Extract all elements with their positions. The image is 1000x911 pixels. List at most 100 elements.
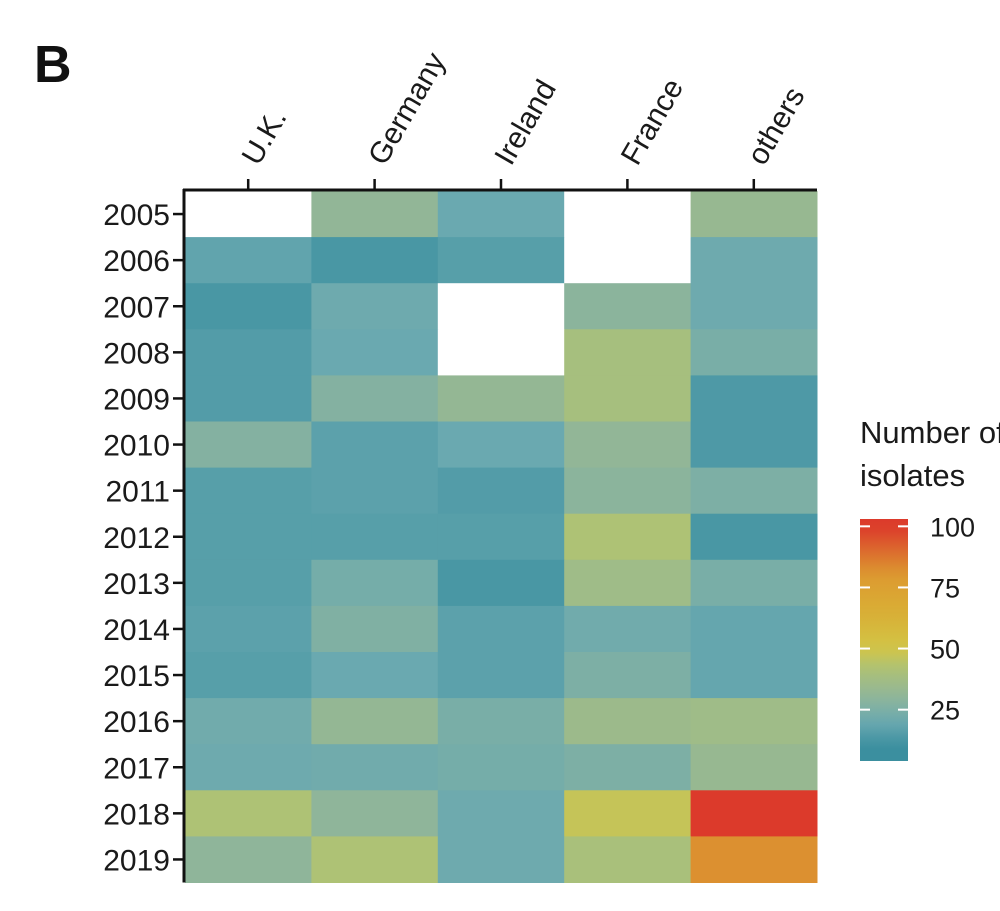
- heatmap-cell-2011-germany: [311, 467, 439, 515]
- y-tick-label: 2008: [103, 337, 170, 370]
- heatmap-cells: [185, 191, 818, 883]
- x-tick-label: others: [741, 82, 811, 171]
- y-tick-label: 2016: [103, 706, 170, 739]
- x-tick-label: Germany: [362, 47, 452, 170]
- heatmap-cell-2011-france: [564, 467, 692, 515]
- x-tick-label: U.K.: [236, 103, 294, 170]
- heatmap-cell-2016-ireland: [437, 698, 565, 745]
- heatmap-cell-2008-germany: [311, 329, 439, 376]
- heatmap-cell-2005-others: [690, 191, 818, 238]
- heatmap-cell-2010-ireland: [437, 421, 565, 469]
- heatmap-cell-2014-germany: [311, 605, 439, 653]
- heatmap-cell-2006-uk: [185, 237, 312, 284]
- heatmap-cell-2015-uk: [185, 652, 312, 699]
- x-tick-label: Ireland: [488, 75, 562, 171]
- y-tick-label: 2015: [103, 660, 170, 693]
- y-tick-label: 2006: [103, 245, 170, 278]
- heatmap-cell-2006-others: [690, 237, 818, 284]
- heatmap-cell-2017-ireland: [437, 744, 565, 791]
- heatmap-cell-2010-uk: [185, 421, 312, 469]
- heatmap-cell-2014-uk: [185, 605, 312, 653]
- y-tick-label: 2005: [103, 199, 170, 232]
- heatmap-cell-2013-france: [564, 559, 692, 607]
- heatmap-cell-2006-germany: [311, 237, 439, 284]
- heatmap-cell-2015-others: [690, 652, 818, 699]
- y-tick-label: 2007: [103, 291, 170, 324]
- y-tick-label: 2019: [103, 844, 170, 877]
- heatmap-cell-2009-others: [690, 375, 818, 422]
- heatmap-cell-2008-uk: [185, 329, 312, 376]
- heatmap-cell-2011-others: [690, 467, 818, 515]
- y-tick-label: 2018: [103, 798, 170, 831]
- heatmap-cell-2016-germany: [311, 698, 439, 745]
- y-tick-label: 2011: [105, 476, 170, 509]
- heatmap-cell-2008-others: [690, 329, 818, 376]
- heatmap-cell-2016-france: [564, 698, 692, 745]
- heatmap-cell-2015-germany: [311, 652, 439, 699]
- color-legend: Number of isolates 25 50 75 100: [860, 415, 1000, 761]
- heatmap-cell-2014-ireland: [437, 605, 565, 653]
- panel-label: B: [34, 36, 72, 94]
- y-tick-label: 2014: [103, 614, 170, 647]
- heatmap-cell-2008-france: [564, 329, 692, 376]
- heatmap-cell-2012-ireland: [437, 513, 565, 561]
- heatmap-cell-2007-germany: [311, 283, 439, 330]
- heatmap-cell-2013-uk: [185, 559, 312, 607]
- heatmap-cell-2011-ireland: [437, 467, 565, 515]
- heatmap-cell-2009-ireland: [437, 375, 565, 422]
- heatmap-cell-2005-france: [564, 191, 692, 238]
- heatmap-cell-2008-ireland: [437, 329, 565, 376]
- legend-tick-label: 75: [930, 573, 960, 603]
- heatmap-cell-2010-germany: [311, 421, 439, 469]
- heatmap-cell-2012-germany: [311, 513, 439, 561]
- heatmap-cell-2019-germany: [311, 836, 439, 883]
- heatmap-cell-2007-others: [690, 283, 818, 330]
- heatmap-cell-2013-germany: [311, 559, 439, 607]
- heatmap-cell-2015-ireland: [437, 652, 565, 699]
- heatmap-cell-2009-germany: [311, 375, 439, 422]
- heatmap-cell-2019-others: [690, 836, 818, 883]
- heatmap-cell-2017-others: [690, 744, 818, 791]
- heatmap-cell-2018-germany: [311, 790, 439, 837]
- legend-title-line: isolates: [860, 458, 965, 493]
- heatmap-cell-2007-uk: [185, 283, 312, 330]
- heatmap-cell-2017-france: [564, 744, 692, 791]
- heatmap-cell-2018-uk: [185, 790, 312, 837]
- heatmap-cell-2007-ireland: [437, 283, 565, 330]
- heatmap-cell-2005-uk: [185, 191, 312, 238]
- y-tick-label: 2009: [103, 383, 170, 416]
- heatmap-cell-2009-uk: [185, 375, 312, 422]
- y-tick-label: 2017: [103, 752, 170, 785]
- heatmap-cell-2019-uk: [185, 836, 312, 883]
- heatmap-cell-2017-uk: [185, 744, 312, 791]
- heatmap-cell-2018-ireland: [437, 790, 565, 837]
- heatmap-cell-2013-ireland: [437, 559, 565, 607]
- heatmap-cell-2006-france: [564, 237, 692, 284]
- heatmap-cell-2006-ireland: [437, 237, 565, 284]
- heatmap-cell-2017-germany: [311, 744, 439, 791]
- heatmap-cell-2012-uk: [185, 513, 312, 561]
- legend-title-line: Number of: [860, 415, 1000, 450]
- heatmap-cell-2012-others: [690, 513, 818, 561]
- heatmap-cell-2010-france: [564, 421, 692, 469]
- x-tick-label: France: [615, 73, 690, 170]
- heatmap-cell-2014-france: [564, 605, 692, 653]
- heatmap-cell-2019-france: [564, 836, 692, 883]
- heatmap-cell-2010-others: [690, 421, 818, 469]
- heatmap-cell-2019-ireland: [437, 836, 565, 883]
- x-axis-ticks: U.K. Germany Ireland France others: [236, 47, 812, 190]
- legend-tick-label: 100: [930, 512, 975, 542]
- legend-colorbar: [860, 519, 908, 761]
- legend-tick-label: 25: [930, 696, 960, 726]
- heatmap-cell-2005-ireland: [437, 191, 565, 238]
- heatmap-cell-2007-france: [564, 283, 692, 330]
- y-tick-label: 2013: [103, 568, 170, 601]
- heatmap-cell-2012-france: [564, 513, 692, 561]
- heatmap-cell-2005-germany: [311, 191, 439, 238]
- y-axis-ticks: 2005 2006 2007 2008 2009 2010 2011 2012 2013 2014…: [103, 199, 184, 877]
- heatmap-cell-2009-france: [564, 375, 692, 422]
- heatmap-cell-2013-others: [690, 559, 818, 607]
- heatmap-cell-2014-others: [690, 605, 818, 653]
- heatmap-cell-2011-uk: [185, 467, 312, 515]
